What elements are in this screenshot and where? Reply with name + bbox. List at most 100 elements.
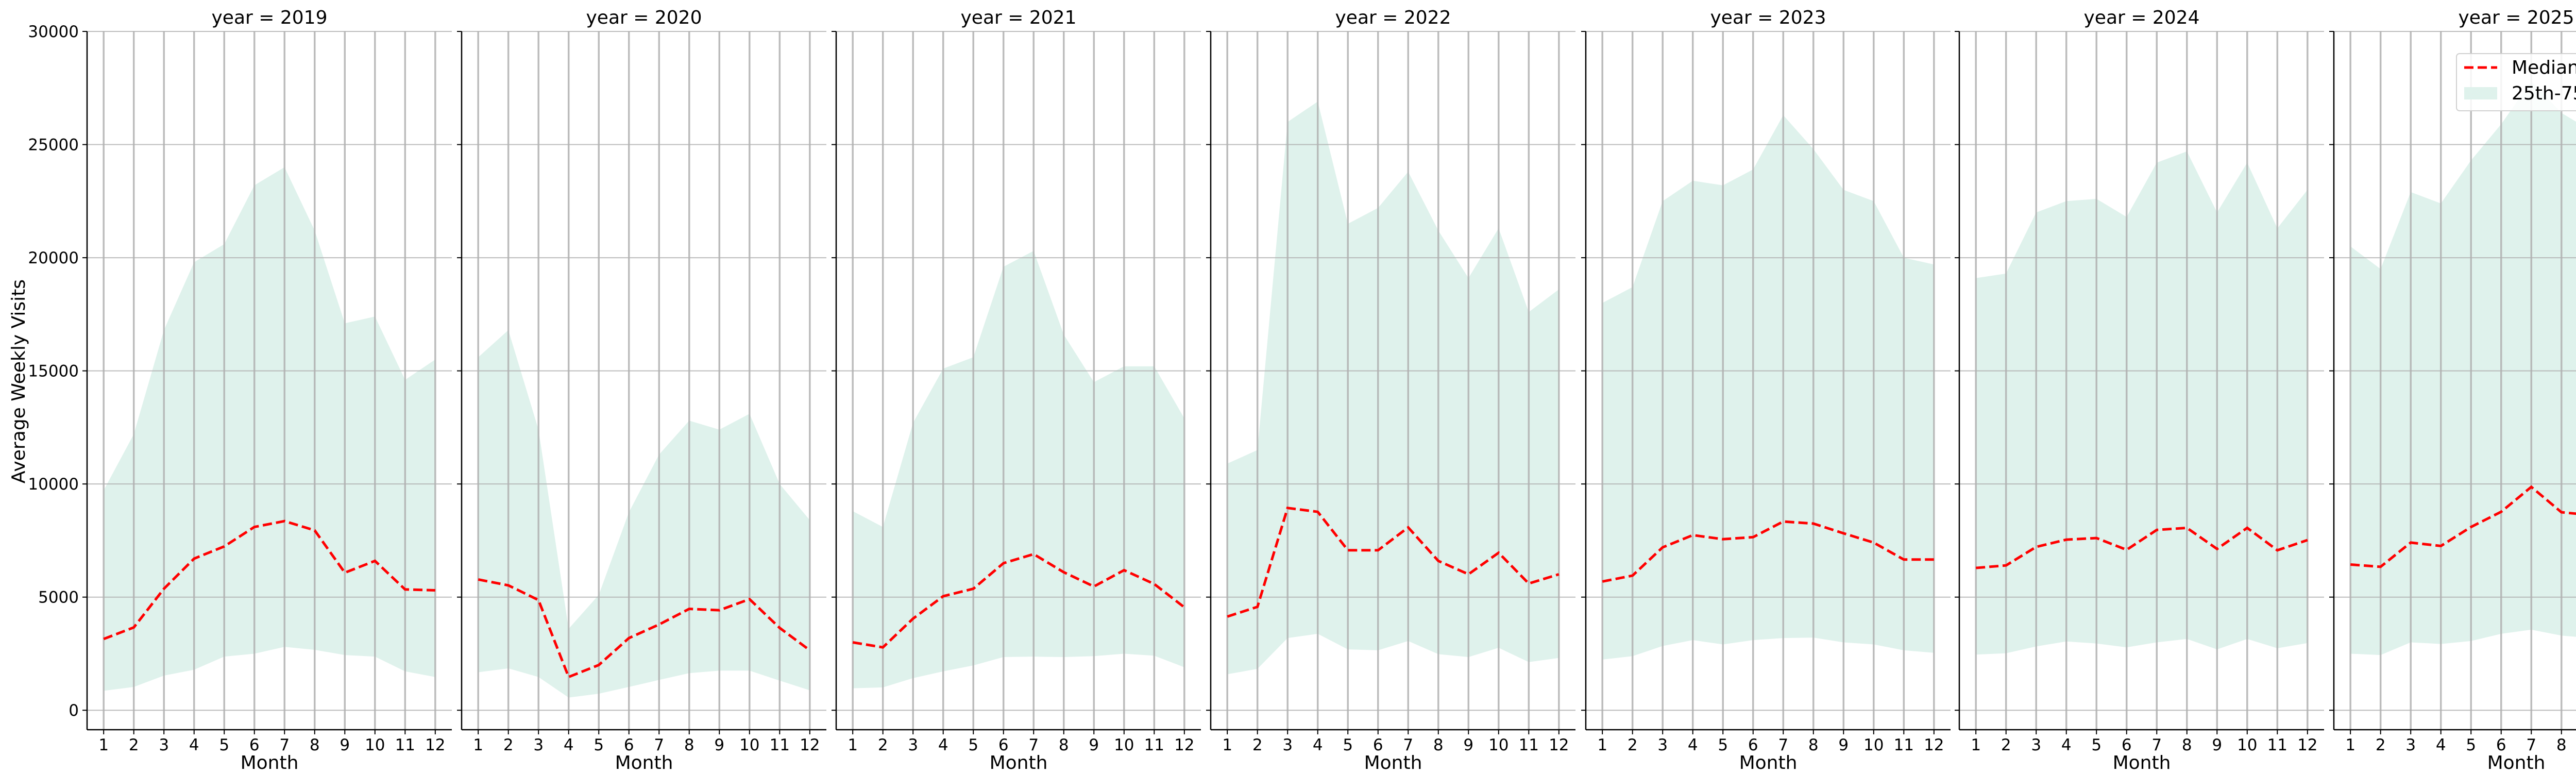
x-axis-label: Month [2487, 752, 2546, 773]
x-axis-label: Month [2113, 752, 2171, 773]
x-tick-label: 7 [1028, 736, 1039, 754]
y-tick-label: 20000 [28, 249, 79, 267]
x-tick-label: 3 [159, 736, 169, 754]
facet-title: year = 2020 [586, 7, 702, 28]
facet-title: year = 2019 [212, 7, 328, 28]
median-line [2350, 485, 2576, 568]
x-tick-label: 9 [1089, 736, 1099, 754]
x-tick-label: 6 [998, 736, 1009, 754]
x-tick-label: 4 [1313, 736, 1323, 754]
percentile-band [853, 250, 1184, 688]
legend-band-swatch [2464, 87, 2497, 99]
x-tick-label: 5 [968, 736, 978, 754]
facet-title: year = 2025 [2459, 7, 2574, 28]
y-tick-label: 15000 [28, 362, 79, 381]
median-line [1227, 506, 1560, 618]
x-tick-label: 9 [2212, 736, 2222, 754]
percentile-band [2350, 81, 2576, 656]
x-axis-label: Month [1739, 752, 1798, 773]
facet-title: year = 2022 [1335, 7, 1451, 28]
x-tick-label: 1 [1222, 736, 1232, 754]
percentile-band [478, 330, 810, 698]
x-tick-label: 1 [473, 736, 483, 754]
percentile-band [104, 167, 435, 691]
legend-median-label: Median [2512, 57, 2576, 78]
x-tick-label: 2 [1628, 736, 1638, 754]
x-tick-label: 7 [1778, 736, 1788, 754]
x-tick-label: 6 [1748, 736, 1758, 754]
x-tick-label: 9 [714, 736, 724, 754]
y-tick-label: 10000 [28, 475, 79, 494]
x-tick-label: 1 [2345, 736, 2355, 754]
y-tick-label: 5000 [38, 589, 79, 607]
x-tick-label: 11 [395, 736, 415, 754]
x-tick-label: 1 [848, 736, 858, 754]
median-line [852, 552, 1185, 649]
x-tick-label: 5 [1343, 736, 1353, 754]
x-tick-label: 5 [2091, 736, 2102, 754]
x-tick-label: 4 [2061, 736, 2072, 754]
y-tick-label: 30000 [28, 23, 79, 41]
legend-band-label: 25th-75th Percentile [2512, 83, 2576, 104]
facet-title: year = 2023 [1710, 7, 1826, 28]
x-tick-label: 2 [2001, 736, 2011, 754]
x-tick-label: 10 [2237, 736, 2257, 754]
facet-title: year = 2021 [961, 7, 1077, 28]
x-tick-label: 9 [340, 736, 350, 754]
facet-title: year = 2024 [2084, 7, 2200, 28]
x-tick-label: 8 [310, 736, 320, 754]
x-tick-label: 3 [1657, 736, 1668, 754]
x-tick-label: 3 [533, 736, 544, 754]
x-tick-label: 2 [878, 736, 888, 754]
x-tick-label: 11 [1144, 736, 1164, 754]
x-tick-label: 3 [1282, 736, 1293, 754]
x-tick-label: 9 [1838, 736, 1849, 754]
x-axis-label: Month [615, 752, 673, 773]
x-tick-label: 9 [1463, 736, 1473, 754]
x-tick-label: 6 [2122, 736, 2132, 754]
x-tick-label: 4 [564, 736, 574, 754]
percentile-band [1976, 151, 2308, 655]
x-tick-label: 3 [908, 736, 918, 754]
x-tick-label: 10 [1488, 736, 1509, 754]
x-tick-label: 7 [2151, 736, 2162, 754]
x-tick-label: 8 [1433, 736, 1444, 754]
median-line [103, 519, 435, 641]
x-tick-label: 6 [1373, 736, 1383, 754]
x-tick-label: 7 [654, 736, 664, 754]
x-tick-label: 12 [1549, 736, 1569, 754]
x-tick-label: 2 [1252, 736, 1263, 754]
x-tick-label: 2 [129, 736, 139, 754]
x-tick-label: 11 [770, 736, 790, 754]
x-tick-label: 5 [1718, 736, 1728, 754]
x-tick-label: 5 [219, 736, 229, 754]
x-tick-label: 7 [279, 736, 290, 754]
x-tick-label: 4 [1688, 736, 1698, 754]
x-tick-label: 8 [2182, 736, 2192, 754]
percentile-band [1227, 102, 1559, 675]
x-tick-label: 10 [1114, 736, 1134, 754]
x-tick-label: 3 [2031, 736, 2041, 754]
x-tick-label: 12 [1174, 736, 1194, 754]
x-tick-label: 7 [1403, 736, 1413, 754]
x-axis-label: Month [990, 752, 1048, 773]
x-tick-label: 4 [938, 736, 948, 754]
x-tick-label: 2 [503, 736, 514, 754]
x-tick-label: 3 [2405, 736, 2416, 754]
y-tick-label: 25000 [28, 136, 79, 155]
x-tick-label: 12 [425, 736, 445, 754]
x-axis-label: Month [241, 752, 299, 773]
x-tick-label: 8 [684, 736, 694, 754]
x-tick-label: 12 [2297, 736, 2317, 754]
x-tick-label: 5 [594, 736, 604, 754]
x-tick-label: 2 [2376, 736, 2386, 754]
percentile-band [1602, 115, 1934, 660]
x-tick-label: 4 [2436, 736, 2446, 754]
